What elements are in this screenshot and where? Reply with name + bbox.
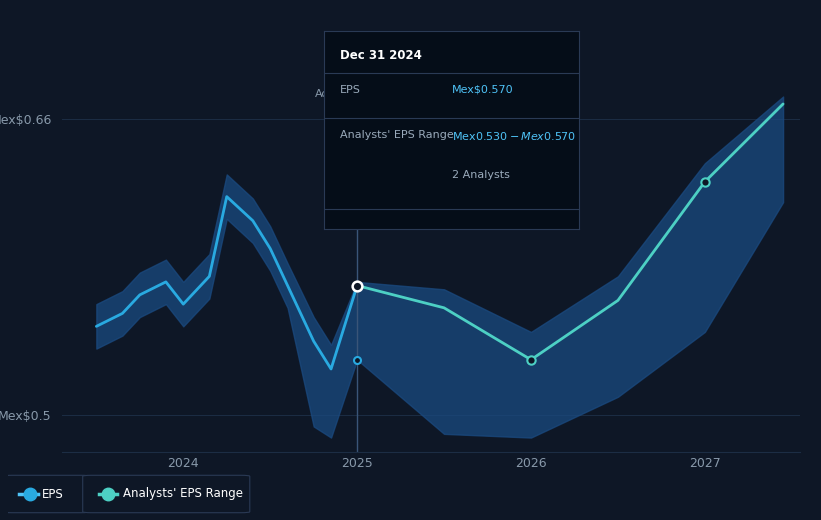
Text: Actual: Actual [315,89,351,99]
FancyBboxPatch shape [83,475,250,513]
FancyBboxPatch shape [3,475,89,513]
Text: Dec 31 2024: Dec 31 2024 [340,49,421,62]
Text: Mex$0.570: Mex$0.570 [452,85,513,95]
Text: Analysts' EPS Range: Analysts' EPS Range [340,130,453,140]
Text: Mex$0.530 - Mex$0.570: Mex$0.530 - Mex$0.570 [452,130,576,142]
Text: 2 Analysts: 2 Analysts [452,170,509,179]
Text: EPS: EPS [42,488,64,500]
Text: EPS: EPS [340,85,360,95]
Text: Analysts' EPS Range: Analysts' EPS Range [123,488,243,500]
Text: Analysts Forecasts: Analysts Forecasts [364,89,468,99]
